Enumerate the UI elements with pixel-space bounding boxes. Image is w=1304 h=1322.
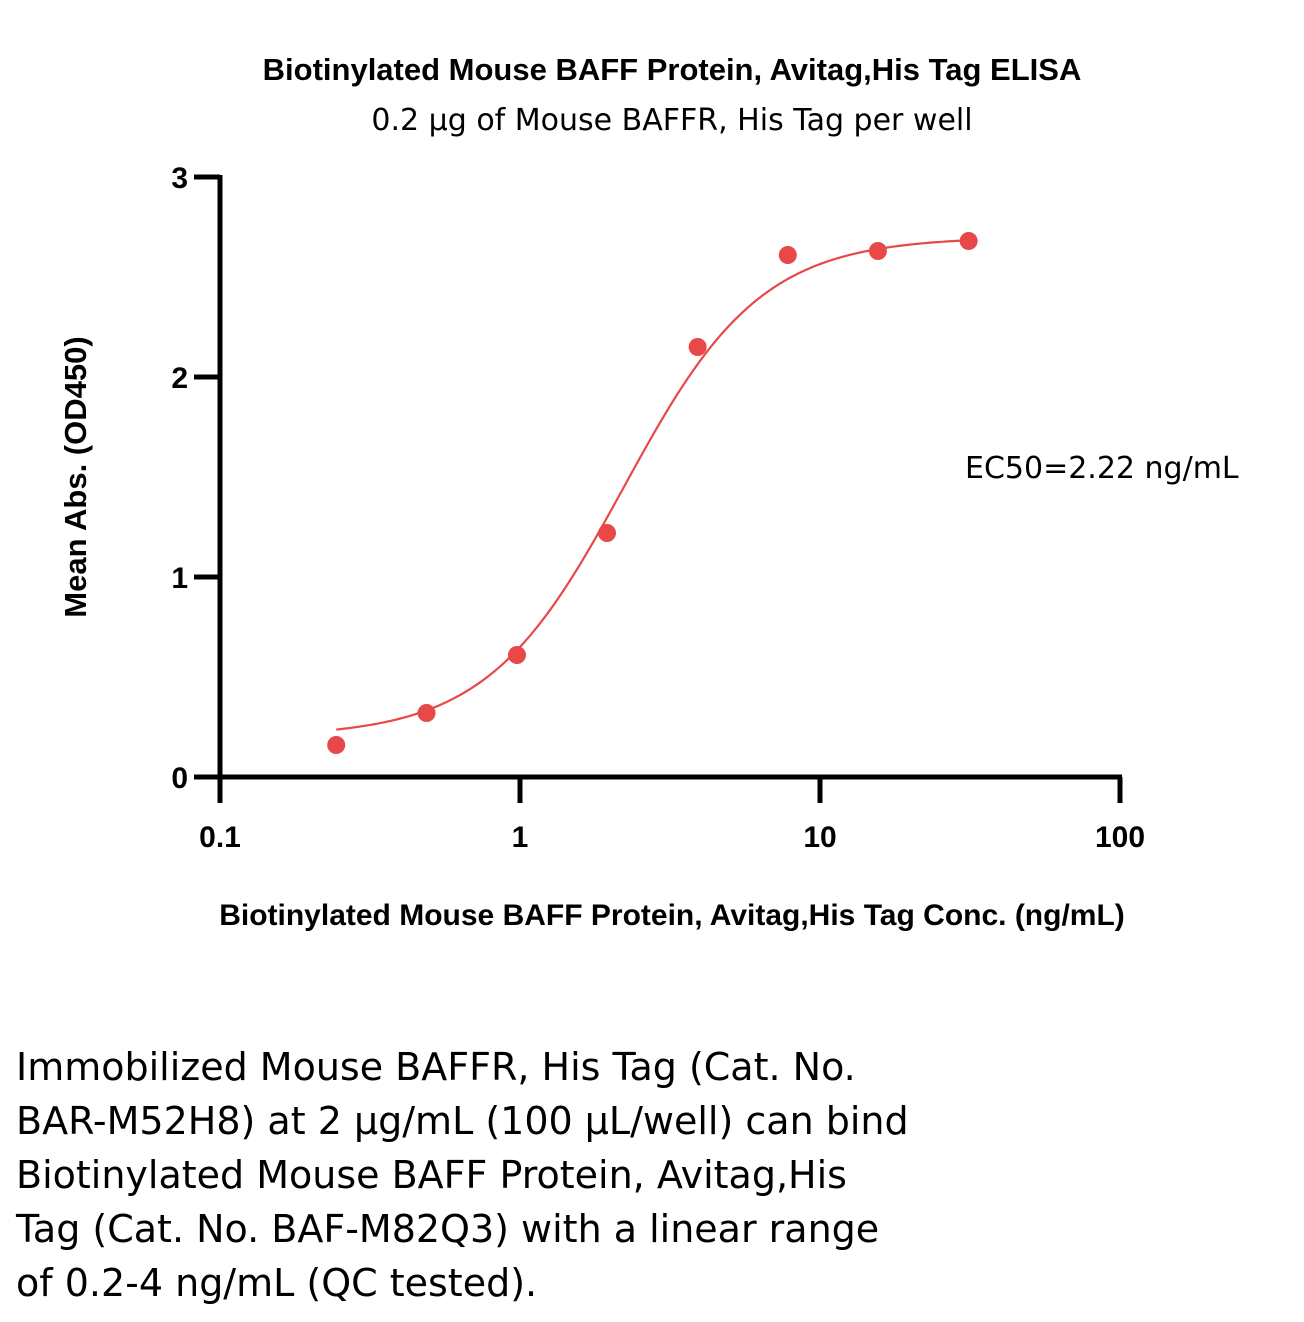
- data-points: [327, 232, 978, 754]
- fit-curve: [336, 239, 969, 731]
- data-point: [507, 646, 526, 664]
- caption-line: of 0.2-4 ng/mL (QC tested).: [16, 1261, 538, 1305]
- y-tick-label: 2: [171, 362, 188, 395]
- y-tick-label: 3: [171, 162, 188, 195]
- caption-line: Biotinylated Mouse BAFF Protein, Avitag,…: [16, 1153, 847, 1197]
- elisa-chart: Biotinylated Mouse BAFF Protein, Avitag,…: [58, 52, 1239, 932]
- data-point: [598, 524, 617, 542]
- chart-title: Biotinylated Mouse BAFF Protein, Avitag,…: [263, 52, 1082, 87]
- x-tick-label: 0.1: [199, 821, 241, 854]
- data-point: [417, 704, 436, 722]
- axes: [217, 175, 1122, 780]
- figure-caption: Immobilized Mouse BAFFR, His Tag (Cat. N…: [16, 1040, 1286, 1310]
- y-axis-label: Mean Abs. (OD450): [58, 336, 93, 617]
- x-tick-label: 100: [1095, 821, 1145, 854]
- data-point: [959, 232, 978, 250]
- ec50-annotation: EC50=2.22 ng/mL: [965, 451, 1239, 486]
- y-tick-label: 0: [171, 762, 188, 795]
- caption-line: BAR-M52H8) at 2 µg/mL (100 µL/well) can …: [16, 1099, 909, 1143]
- data-point: [688, 338, 707, 356]
- x-tick-label: 10: [803, 821, 836, 854]
- data-point: [868, 242, 887, 260]
- y-tick-label: 1: [171, 562, 188, 595]
- chart-subtitle: 0.2 µg of Mouse BAFFR, His Tag per well: [371, 103, 972, 138]
- caption-line: Immobilized Mouse BAFFR, His Tag (Cat. N…: [16, 1045, 856, 1089]
- x-axis-label: Biotinylated Mouse BAFF Protein, Avitag,…: [219, 899, 1125, 932]
- data-point: [778, 246, 797, 264]
- x-tick-label: 1: [512, 821, 529, 854]
- caption-line: Tag (Cat. No. BAF-M82Q3) with a linear r…: [16, 1207, 880, 1251]
- data-point: [327, 736, 346, 754]
- ticks: 0 1 2 3 0.1 1 10 100: [171, 162, 1145, 854]
